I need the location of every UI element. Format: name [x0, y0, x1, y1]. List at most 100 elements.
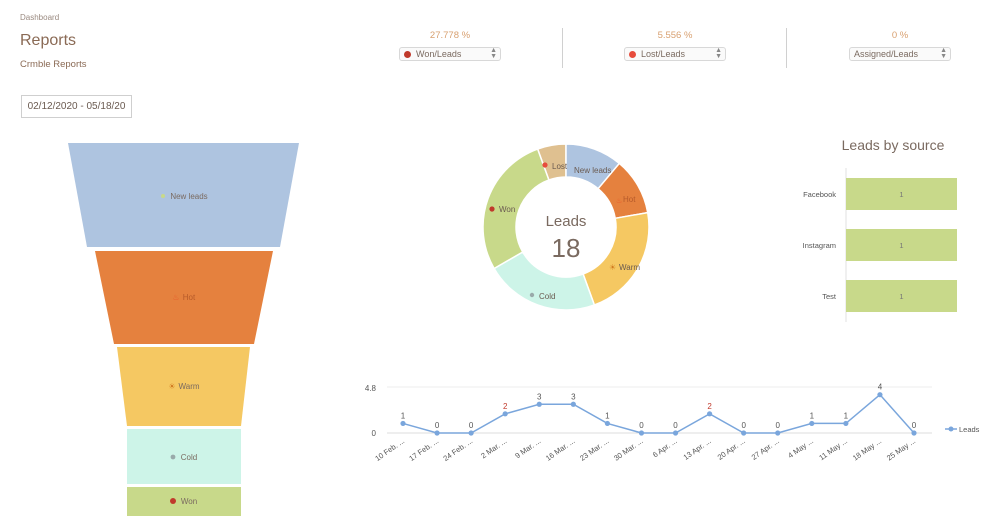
data-label: 0 — [741, 421, 746, 430]
funnel-stage-warm[interactable] — [117, 347, 250, 426]
x-tick-label: 13 Apr. ... — [682, 436, 713, 462]
donut-label-lost: Lost — [552, 162, 568, 171]
donut-segment-warm[interactable] — [582, 211, 650, 306]
donut-segments — [482, 143, 650, 311]
x-tick-label: 9 Mar. ... — [513, 436, 542, 460]
data-point[interactable] — [672, 430, 679, 436]
bar-instagram[interactable] — [846, 229, 957, 261]
legend-marker — [948, 426, 954, 432]
data-point[interactable] — [843, 420, 849, 427]
sun-icon: ☀ — [609, 263, 616, 272]
bar-category-label: Test — [822, 292, 837, 301]
data-label: 0 — [469, 421, 474, 430]
data-point[interactable] — [570, 401, 576, 407]
funnel-stage-new-leads[interactable] — [68, 143, 299, 247]
lost-icon — [542, 162, 548, 168]
divider — [786, 28, 787, 68]
kpi-value: 5.556 % — [657, 30, 693, 41]
data-point[interactable] — [502, 411, 508, 417]
page-title: Reports — [20, 32, 77, 49]
data-label: 1 — [844, 411, 849, 420]
funnel-label-warm: Warm — [178, 382, 199, 391]
x-tick-label: 27 Apr. ... — [750, 436, 781, 462]
donut-center-label: Leads — [546, 213, 587, 230]
x-tick-label: 16 Mar. ... — [544, 436, 576, 463]
kpi-lost-leads: 5.556 % Lost/Leads ▲ ▼ — [595, 30, 755, 61]
data-point[interactable] — [741, 430, 747, 436]
donut-label-won: Won — [499, 205, 515, 214]
line-plot: 110 Feb. ...017 Feb. ...024 Feb. ...22 M… — [373, 383, 917, 463]
bar-category-label: Facebook — [803, 190, 836, 199]
data-point[interactable] — [775, 430, 781, 436]
x-tick-label: 6 Apr. ... — [651, 436, 679, 459]
x-tick-label: 23 Mar. ... — [578, 436, 610, 463]
kpi-select-won-leads[interactable]: Won/Leads ▲ ▼ — [399, 47, 501, 61]
kpi-select-label: Won/Leads — [416, 49, 462, 59]
donut-label-cold: Cold — [539, 292, 555, 301]
funnel-label-won: Won — [181, 497, 197, 506]
data-label: 2 — [707, 402, 712, 411]
kpi-select-lost-leads[interactable]: Lost/Leads ▲ ▼ — [624, 47, 726, 61]
funnel-label-cold: Cold — [181, 453, 197, 462]
x-tick-label: 25 May ... — [885, 436, 917, 462]
funnel-label-hot: Hot — [183, 293, 196, 302]
donut-chart: Leads 18 New leads ♨ Hot ☀ Warm Cold Won… — [482, 143, 650, 311]
kpi-select-label: Lost/Leads — [641, 49, 686, 59]
lost-icon — [629, 50, 636, 58]
kpi-select-assigned-leads[interactable]: Assigned/Leads ▲ ▼ — [849, 47, 951, 61]
bar-test[interactable] — [846, 280, 957, 312]
bar-facebook[interactable] — [846, 178, 957, 210]
kpi-value: 0 % — [891, 30, 909, 41]
data-point[interactable] — [707, 411, 713, 417]
leads-by-source-chart: Leads by source Facebook 1 Instagram 1 Test 1 — [803, 137, 957, 322]
page-subtitle: Crmble Reports — [20, 59, 87, 70]
legend-label[interactable]: Leads — [959, 425, 980, 434]
data-point[interactable] — [536, 401, 542, 407]
source-bars: Facebook 1 Instagram 1 Test 1 — [803, 178, 957, 312]
x-tick-label: 30 Mar. ... — [612, 436, 644, 463]
breadcrumb[interactable]: Dashboard — [20, 13, 60, 22]
kpi-select-label: Assigned/Leads — [854, 49, 919, 59]
leads-timeline-chart: 4.8 0 110 Feb. ...017 Feb. ...024 Feb. .… — [365, 383, 980, 463]
data-point[interactable] — [400, 420, 406, 427]
y-tick-top: 4.8 — [365, 384, 377, 393]
x-tick-label: 20 Apr. ... — [716, 436, 747, 462]
data-label: 2 — [503, 402, 508, 411]
bar-value-label: 1 — [899, 241, 903, 250]
data-label: 3 — [571, 392, 576, 401]
data-label: 0 — [639, 421, 644, 430]
y-tick-bottom: 0 — [372, 429, 377, 438]
kpi-assigned-leads: 0 % Assigned/Leads ▲ ▼ — [820, 30, 980, 61]
sun-icon: ☀ — [168, 382, 175, 391]
date-range-picker[interactable]: 02/12/2020 - 05/18/20 — [21, 95, 132, 118]
kpi-won-leads: 27.778 % Won/Leads ▲ ▼ — [370, 30, 530, 61]
data-point[interactable] — [911, 430, 917, 436]
data-label: 1 — [605, 411, 610, 420]
data-point[interactable] — [434, 430, 440, 436]
data-point[interactable] — [809, 420, 815, 427]
data-label: 1 — [810, 411, 815, 420]
x-tick-label: 17 Feb. ... — [407, 436, 440, 463]
select-arrows-icon: ▲ ▼ — [715, 47, 722, 60]
x-tick-label: 10 Feb. ... — [373, 436, 406, 463]
data-point[interactable] — [638, 430, 645, 436]
funnel-label-new-leads: New leads — [170, 192, 207, 201]
funnel-stage-won[interactable] — [127, 487, 241, 516]
x-tick-label: 11 May ... — [817, 436, 849, 462]
data-label: 0 — [912, 421, 917, 430]
funnel-chart: New leads ♨ Hot ☀ Warm Cold Won — [68, 143, 299, 516]
x-tick-label: 2 Mar. ... — [479, 436, 508, 460]
donut-segment-won[interactable] — [482, 148, 550, 270]
series-line-leads — [402, 393, 915, 434]
data-label: 1 — [401, 411, 406, 420]
funnel-stage-hot[interactable] — [95, 251, 273, 344]
data-label: 4 — [878, 383, 883, 392]
x-tick-label: 18 May ... — [851, 436, 883, 462]
funnel-stage-cold[interactable] — [127, 429, 241, 484]
data-point[interactable] — [604, 420, 610, 427]
data-point[interactable] — [468, 430, 474, 436]
x-tick-label: 4 May ... — [786, 436, 815, 460]
data-point[interactable] — [877, 392, 883, 398]
data-label: 0 — [673, 421, 678, 430]
data-label: 0 — [776, 421, 781, 430]
